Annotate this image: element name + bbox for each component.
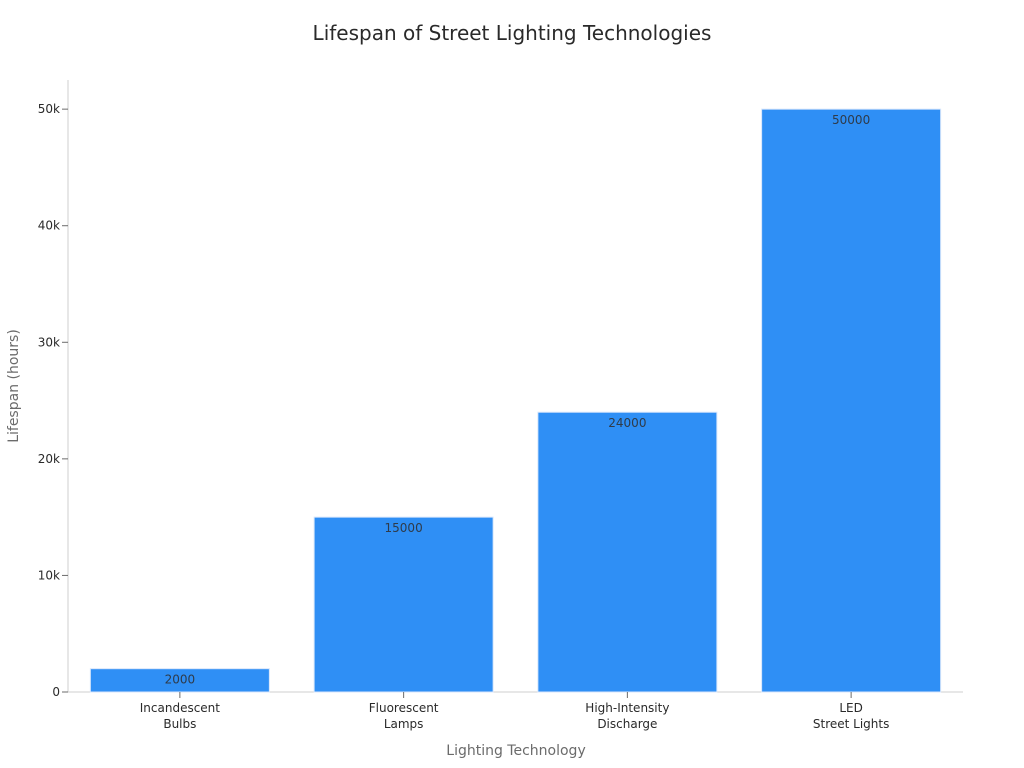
bars — [89, 108, 942, 693]
data-labels: 2000 15000 24000 50000 — [165, 113, 871, 687]
y-tick-label: 10k — [38, 568, 60, 582]
bar-value-label: 2000 — [165, 673, 196, 687]
y-tick-label: 50k — [38, 102, 60, 116]
bar — [313, 516, 494, 693]
x-tick-label-line: High-Intensity — [585, 701, 669, 715]
x-tick-label: Incandescent Bulbs — [140, 701, 221, 731]
bar-value-label: 15000 — [385, 521, 423, 535]
x-tick-label-line: Lamps — [384, 717, 424, 731]
bar — [537, 411, 718, 693]
x-tick-label-line: Incandescent — [140, 701, 221, 715]
y-tick-label: 40k — [38, 219, 60, 233]
x-tick-label: LED Street Lights — [813, 701, 889, 731]
x-tick-label: High-Intensity Discharge — [585, 701, 669, 731]
chart-title: Lifespan of Street Lighting Technologies — [313, 21, 712, 45]
bar-value-label: 50000 — [832, 113, 870, 127]
x-tick-label-line: Fluorescent — [369, 701, 439, 715]
y-axis-title: Lifespan (hours) — [6, 329, 22, 443]
bar-value-label: 24000 — [608, 416, 646, 430]
x-tick-label-line: Street Lights — [813, 717, 889, 731]
x-axis-title: Lighting Technology — [446, 743, 585, 759]
x-tick-label-line: LED — [839, 701, 863, 715]
x-tick-label-line: Bulbs — [163, 717, 196, 731]
y-axis-ticks: 0 10k 20k 30k 40k 50k — [38, 102, 68, 699]
y-tick-label: 20k — [38, 452, 60, 466]
y-tick-label: 0 — [52, 685, 60, 699]
x-axis-ticks: Incandescent Bulbs Fluorescent Lamps High-In… — [140, 692, 889, 731]
y-tick-label: 30k — [38, 335, 60, 349]
x-tick-label-line: Discharge — [597, 717, 657, 731]
x-tick-label: Fluorescent Lamps — [369, 701, 439, 731]
bar — [761, 108, 942, 693]
